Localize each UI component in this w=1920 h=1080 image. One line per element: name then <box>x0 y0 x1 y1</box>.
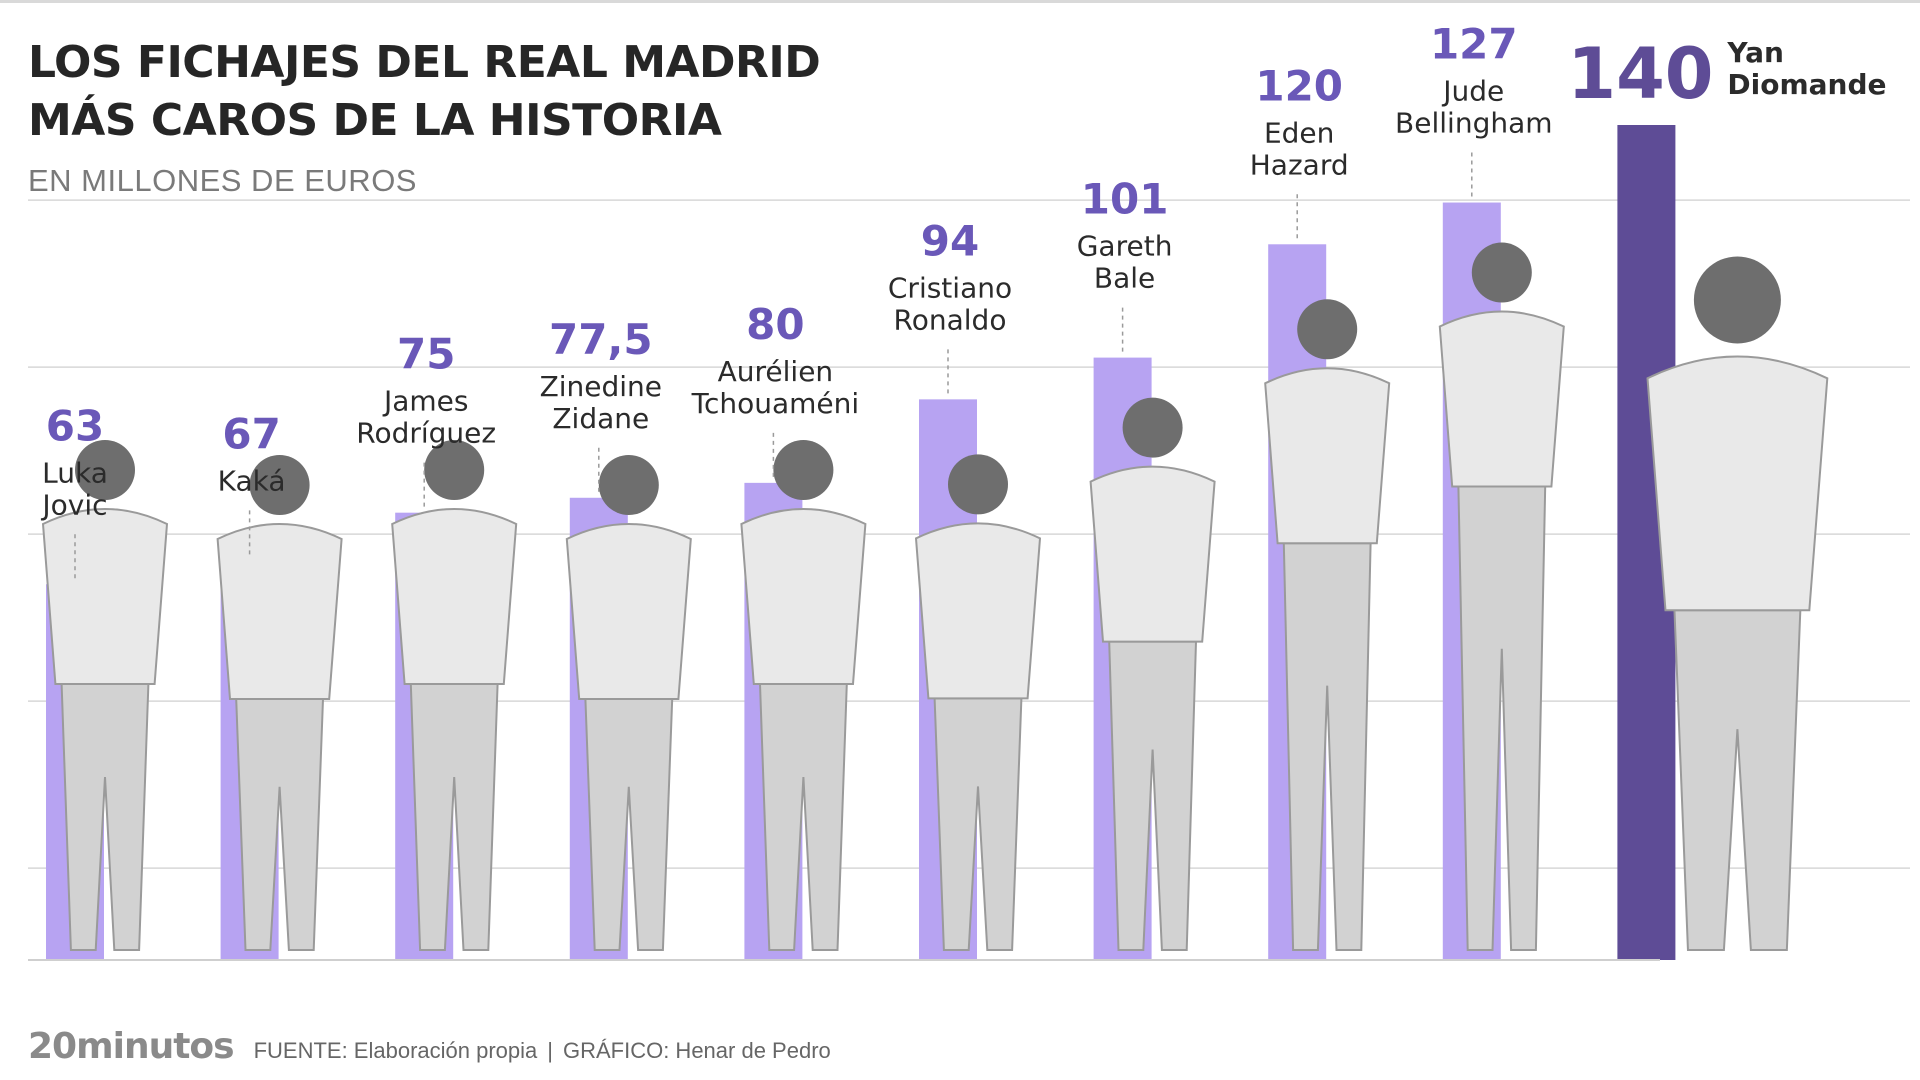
value-label-3: 77,5 <box>549 315 653 364</box>
name-label-6-1: Bale <box>1094 262 1155 295</box>
player-figure-0 <box>41 440 169 951</box>
player-figure-8 <box>1438 242 1565 951</box>
credit-text: GRÁFICO: Henar de Pedro <box>562 1038 831 1063</box>
name-label-5-1: Ronaldo <box>894 303 1007 336</box>
player-figure-6 <box>1089 397 1216 951</box>
player-figure-3 <box>565 455 692 951</box>
top-rule <box>0 0 1920 3</box>
footer: 20minutos FUENTE: Elaboración propia | GRÁ… <box>28 1026 831 1067</box>
player-figure-2 <box>391 440 518 951</box>
player-figure-4 <box>740 440 867 951</box>
value-label-8: 127 <box>1430 20 1518 69</box>
value-label-1: 67 <box>222 409 280 458</box>
value-label-7: 120 <box>1255 61 1343 110</box>
title-line-2: MÁS CAROS DE LA HISTORIA <box>28 95 722 146</box>
title-line-1: LOS FICHAJES DEL REAL MADRID <box>28 37 821 88</box>
player-figure-5 <box>914 454 1042 951</box>
name-label-5-0: Cristiano <box>888 271 1012 304</box>
source-text: FUENTE: Elaboración propia <box>253 1038 538 1063</box>
name-label-2-1: Rodríguez <box>356 417 496 450</box>
name-label-7-0: Eden <box>1264 116 1334 149</box>
name-label-1-0: Kaká <box>218 464 286 497</box>
name-label-0-0: Luka <box>42 456 108 489</box>
player-figure-9 <box>1646 256 1829 951</box>
name-label-4-1: Tchouaméni <box>691 387 860 420</box>
chart-subtitle: EN MILLONES DE EUROS <box>28 163 417 198</box>
credit-separator: | <box>547 1038 553 1063</box>
name-label-9-1: Diomande <box>1727 68 1886 101</box>
name-label-8-0: Jude <box>1441 75 1504 108</box>
credits: FUENTE: Elaboración propia | GRÁFICO: Hena… <box>254 1038 831 1064</box>
name-label-0-1: Jovic <box>40 488 107 521</box>
value-label-0: 63 <box>46 401 104 450</box>
name-label-9-0: Yan <box>1726 36 1784 69</box>
name-label-3-0: Zinedine <box>540 370 662 403</box>
player-figure-7 <box>1264 299 1391 951</box>
value-label-2: 75 <box>397 330 455 379</box>
value-label-6: 101 <box>1081 175 1169 224</box>
name-label-8-1: Bellingham <box>1395 107 1552 140</box>
name-label-7-1: Hazard <box>1250 148 1349 181</box>
brand-logo: 20minutos <box>28 1026 235 1067</box>
player-figure-1 <box>216 455 343 951</box>
name-label-3-1: Zidane <box>552 402 649 435</box>
chart-title: LOS FICHAJES DEL REAL MADRID MÁS CAROS D… <box>28 34 888 150</box>
value-label-9: 140 <box>1567 33 1713 115</box>
name-label-4-0: Aurélien <box>718 355 834 388</box>
value-label-5: 94 <box>921 216 979 265</box>
name-label-6-0: Gareth <box>1077 230 1173 263</box>
name-label-2-0: James <box>382 385 469 418</box>
value-label-4: 80 <box>746 300 804 349</box>
